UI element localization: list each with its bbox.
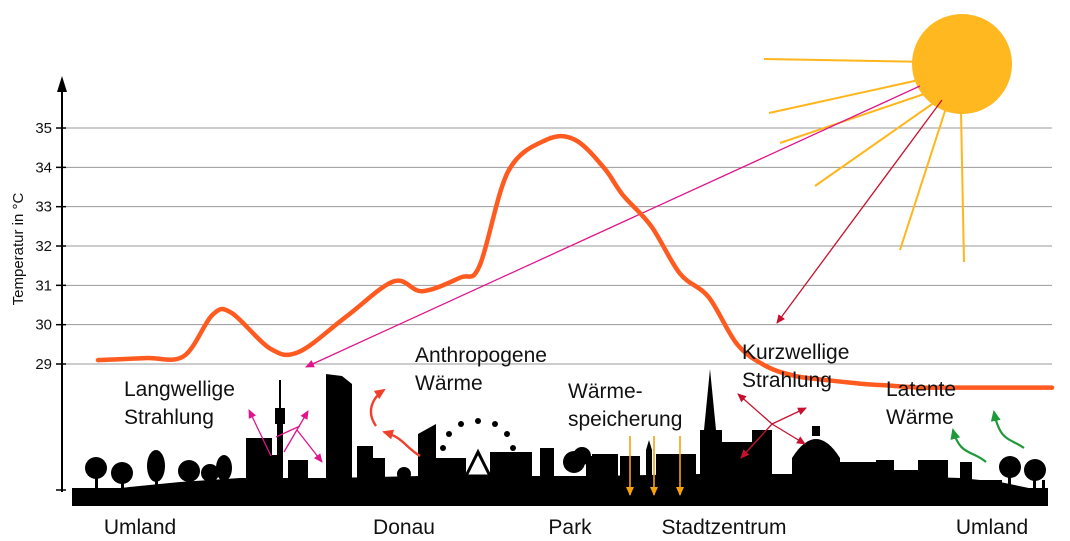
y-tick-labels: 29 30 31 32 33 34 35 — [35, 120, 52, 373]
location-label-umland-right: Umland — [956, 516, 1028, 539]
location-label-park: Park — [548, 516, 592, 539]
latent-heat-arrows — [950, 410, 1025, 463]
temperature-curve — [95, 133, 1055, 390]
y-tick-label-29: 29 — [35, 356, 52, 373]
y-tick-label-35: 35 — [35, 120, 52, 137]
anthropogenic-heat-arrows — [369, 388, 421, 458]
longwave-radiation-arrow — [305, 85, 921, 368]
city-skyline — [72, 369, 1048, 506]
y-tick-label-32: 32 — [35, 238, 52, 255]
gridlines — [56, 127, 1052, 491]
heat-storage-arrows — [626, 436, 684, 496]
annotation-longwave-radiation: Langwellige Strahlung — [124, 378, 235, 429]
longwave-emission-arrows — [248, 409, 323, 463]
y-tick-label-31: 31 — [35, 277, 52, 294]
x-axis-locations: Umland Donau Park Stadtzentrum Umland — [104, 516, 1028, 539]
y-tick-label-30: 30 — [35, 317, 52, 334]
annotation-latent-heat: Latente Wärme — [886, 378, 956, 429]
annotation-shortwave-radiation: Kurzwellige Strahlung — [742, 341, 849, 392]
location-label-stadtzentrum: Stadtzentrum — [662, 516, 787, 539]
sun-icon — [912, 14, 1012, 114]
shortwave-scatter-arrows — [737, 393, 807, 459]
y-axis-arrowhead — [57, 76, 67, 92]
location-label-umland-left: Umland — [104, 516, 176, 539]
annotation-anthropogenic-heat: Anthropogene Wärme — [415, 344, 547, 395]
y-tick-label-34: 34 — [35, 159, 52, 176]
location-label-donau: Donau — [373, 516, 435, 539]
annotation-heat-storage: Wärme-speicherung — [568, 380, 682, 431]
sun-rays — [763, 58, 965, 263]
y-tick-label-33: 33 — [35, 199, 52, 216]
y-axis-label: Temperatur in °C — [10, 192, 27, 305]
shortwave-radiation-arrow — [776, 99, 943, 324]
